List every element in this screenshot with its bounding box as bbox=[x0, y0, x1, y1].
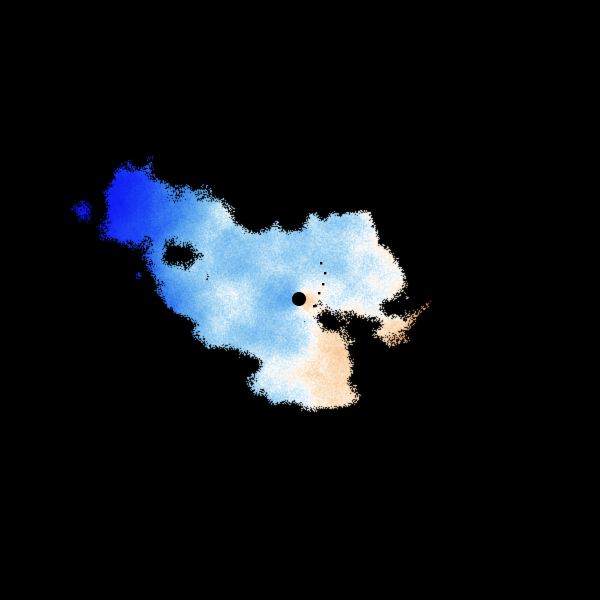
radar-velocity-heatmap bbox=[0, 0, 600, 600]
radar-display: Doppler Radar Base Velocity kt bbox=[0, 0, 600, 600]
